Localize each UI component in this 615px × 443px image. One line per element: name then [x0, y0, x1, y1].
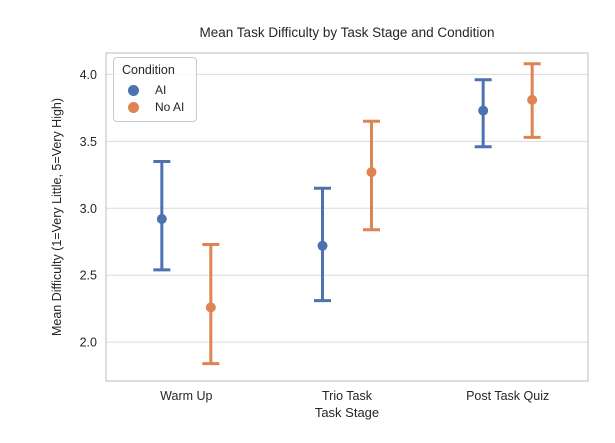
point-marker	[205, 302, 216, 313]
no-ai-marker-icon	[128, 101, 139, 113]
x-tick-label: Post Task Quiz	[466, 389, 549, 403]
chart-title: Mean Task Difficulty by Task Stage and C…	[199, 25, 495, 40]
point-marker	[527, 94, 538, 105]
point-marker	[478, 105, 489, 116]
y-tick-label: 3.5	[80, 135, 97, 149]
legend-item-label: No AI	[155, 100, 185, 114]
ai-marker-icon	[128, 84, 139, 96]
legend-item-label: AI	[155, 83, 167, 97]
legend-title: Condition	[122, 63, 175, 77]
y-tick-label: 3.0	[80, 202, 97, 216]
x-axis-label: Task Stage	[314, 405, 380, 420]
point-marker	[156, 214, 167, 225]
legend: Condition AI No AI	[113, 57, 197, 122]
y-tick-label: 2.5	[80, 269, 97, 283]
legend-item-ai: AI	[122, 80, 186, 97]
point-marker	[366, 167, 377, 178]
plot-border	[105, 52, 589, 382]
y-tick-label: 4.0	[80, 68, 97, 82]
x-tick-label: Warm Up	[160, 389, 212, 403]
point-marker	[317, 240, 328, 251]
y-tick-label: 2.0	[80, 336, 97, 350]
x-tick-label: Trio Task	[322, 389, 373, 403]
legend-item-no-ai: No AI	[122, 97, 186, 114]
